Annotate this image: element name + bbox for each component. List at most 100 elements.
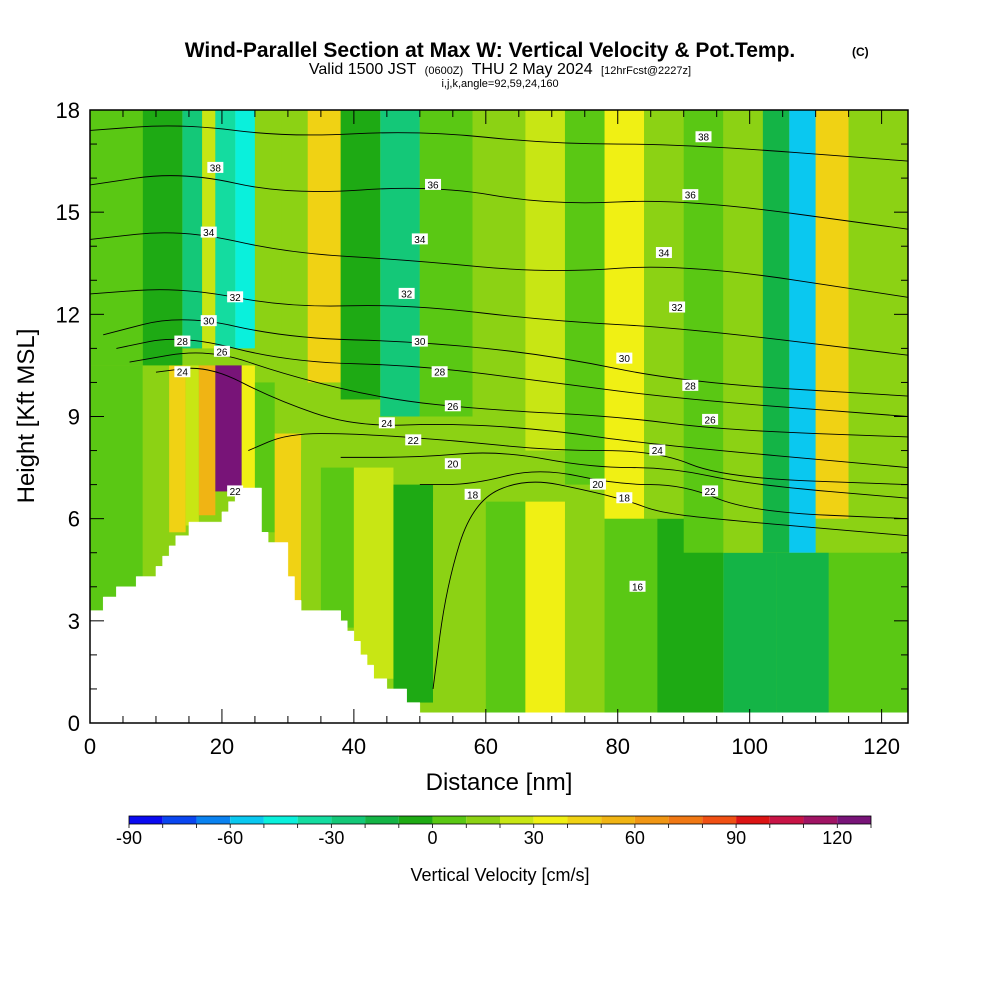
velocity-cell: [169, 365, 186, 533]
contour-label: 34: [655, 247, 672, 260]
contour-label: 16: [629, 580, 646, 593]
colorbar-tick-label: -60: [217, 828, 243, 848]
colorbar-swatch: [803, 816, 838, 824]
utc-time: (0600Z): [425, 65, 464, 77]
contour-label-bg: [200, 315, 217, 327]
contour-label-text: 28: [434, 368, 446, 379]
valid-date: THU 2 May 2024: [472, 61, 593, 78]
velocity-cell: [789, 110, 816, 553]
colorbar-tick-label: -30: [318, 828, 344, 848]
contour-label-text: 28: [177, 337, 189, 348]
contour-label: 38: [207, 161, 224, 174]
contour-labels: 38 36 38 36 34 34 34 32 32 32 30 30 30 28 28 28 26 26 26 24…: [174, 131, 719, 593]
velocity-cell: [307, 110, 341, 383]
contour-label-text: 24: [381, 419, 393, 430]
contour-label: 34: [411, 233, 428, 246]
theta-contour-26: [129, 352, 908, 438]
contour-label: 26: [213, 345, 230, 358]
contour-label-bg: [227, 291, 244, 303]
theta-contour-34: [90, 232, 908, 298]
contour-label-bg: [629, 580, 646, 592]
colorbar-swatch: [398, 816, 433, 824]
velocity-cell: [485, 501, 526, 713]
theta-contour-38: [90, 125, 908, 162]
colorbar-tick-label: 60: [625, 828, 645, 848]
velocity-cell: [644, 110, 684, 519]
contour-label: 32: [398, 287, 415, 300]
theta-contour-22: [248, 433, 908, 486]
copyright-mark: (C): [852, 45, 869, 59]
velocity-cell: [90, 365, 143, 611]
chart-title: Wind-Parallel Section at Max W: Vertical…: [185, 39, 796, 62]
x-tick-label: 40: [342, 734, 366, 759]
contour-label-text: 38: [210, 163, 222, 174]
velocity-cell: [525, 501, 565, 713]
x-tick-label: 80: [605, 734, 629, 759]
contour-label-bg: [649, 444, 666, 456]
colorbar-swatch: [331, 816, 366, 824]
velocity-cell: [604, 110, 645, 519]
velocity-cell: [215, 365, 242, 492]
contour-label-text: 22: [705, 487, 717, 498]
contour-label-bg: [702, 413, 719, 425]
contour-label-bg: [695, 131, 712, 143]
terrain-mask: [90, 487, 908, 723]
contour-label-text: 32: [401, 289, 413, 300]
contour-label-bg: [213, 345, 230, 357]
contour-label: 36: [425, 178, 442, 191]
contour-label-bg: [411, 233, 428, 245]
contour-label-text: 34: [414, 235, 426, 246]
colorbar-swatch: [365, 816, 399, 824]
velocity-cell: [393, 484, 434, 703]
x-tick-label: 60: [474, 734, 498, 759]
contour-label-text: 30: [203, 317, 215, 328]
y-tick-label: 9: [68, 405, 80, 430]
terrain: [90, 487, 908, 723]
contour-label: 34: [200, 226, 217, 239]
velocity-cell: [525, 110, 565, 451]
contour-label-bg: [411, 335, 428, 347]
contour-label-text: 22: [408, 436, 420, 447]
velocity-cell: [215, 110, 236, 349]
colorbar-swatch: [769, 816, 804, 824]
colorbar-swatch: [230, 816, 264, 824]
contour-label-bg: [174, 366, 191, 378]
velocity-cell: [182, 110, 203, 349]
contour-label-bg: [444, 458, 461, 470]
x-tick-label: 0: [84, 734, 96, 759]
contour-label: 36: [682, 189, 699, 202]
chart-subtitle: Valid 1500 JST (0600Z) THU 2 May 2024 [1…: [309, 61, 691, 78]
theta-contour-30: [103, 319, 908, 397]
y-tick-label: 18: [56, 98, 80, 123]
velocity-cell: [142, 110, 183, 366]
colorbar-swatch: [634, 816, 669, 824]
contour-label-text: 22: [230, 487, 242, 498]
theta-contour-28: [116, 338, 908, 417]
contour-label-bg: [655, 247, 672, 259]
contour-label: 28: [682, 379, 699, 392]
forecast-info: [12hrFcst@2227z]: [601, 65, 691, 77]
contour-label-bg: [589, 478, 606, 490]
contour-label: 18: [616, 492, 633, 505]
contour-label-text: 18: [467, 490, 479, 501]
contour-label: 32: [227, 291, 244, 304]
theta-contour-36: [90, 175, 908, 230]
contour-label-text: 32: [230, 293, 242, 304]
colorbar-swatch: [668, 816, 703, 824]
colorbar-swatch: [500, 816, 534, 824]
contour-label-bg: [200, 226, 217, 238]
y-tick-label: 0: [68, 711, 80, 736]
y-tick-label: 12: [56, 302, 80, 327]
contour-label-text: 30: [414, 337, 426, 348]
contour-label-bg: [682, 189, 699, 201]
contour-label: 30: [200, 315, 217, 328]
contour-label-text: 26: [216, 347, 228, 358]
contour-label-text: 16: [632, 582, 644, 593]
contour-label-bg: [702, 485, 719, 497]
colorbar-swatch: [432, 816, 467, 824]
velocity-cell: [301, 450, 321, 611]
contour-label-text: 36: [427, 180, 439, 191]
colorbar-swatch: [567, 816, 602, 824]
colorbar-swatch: [466, 816, 500, 824]
